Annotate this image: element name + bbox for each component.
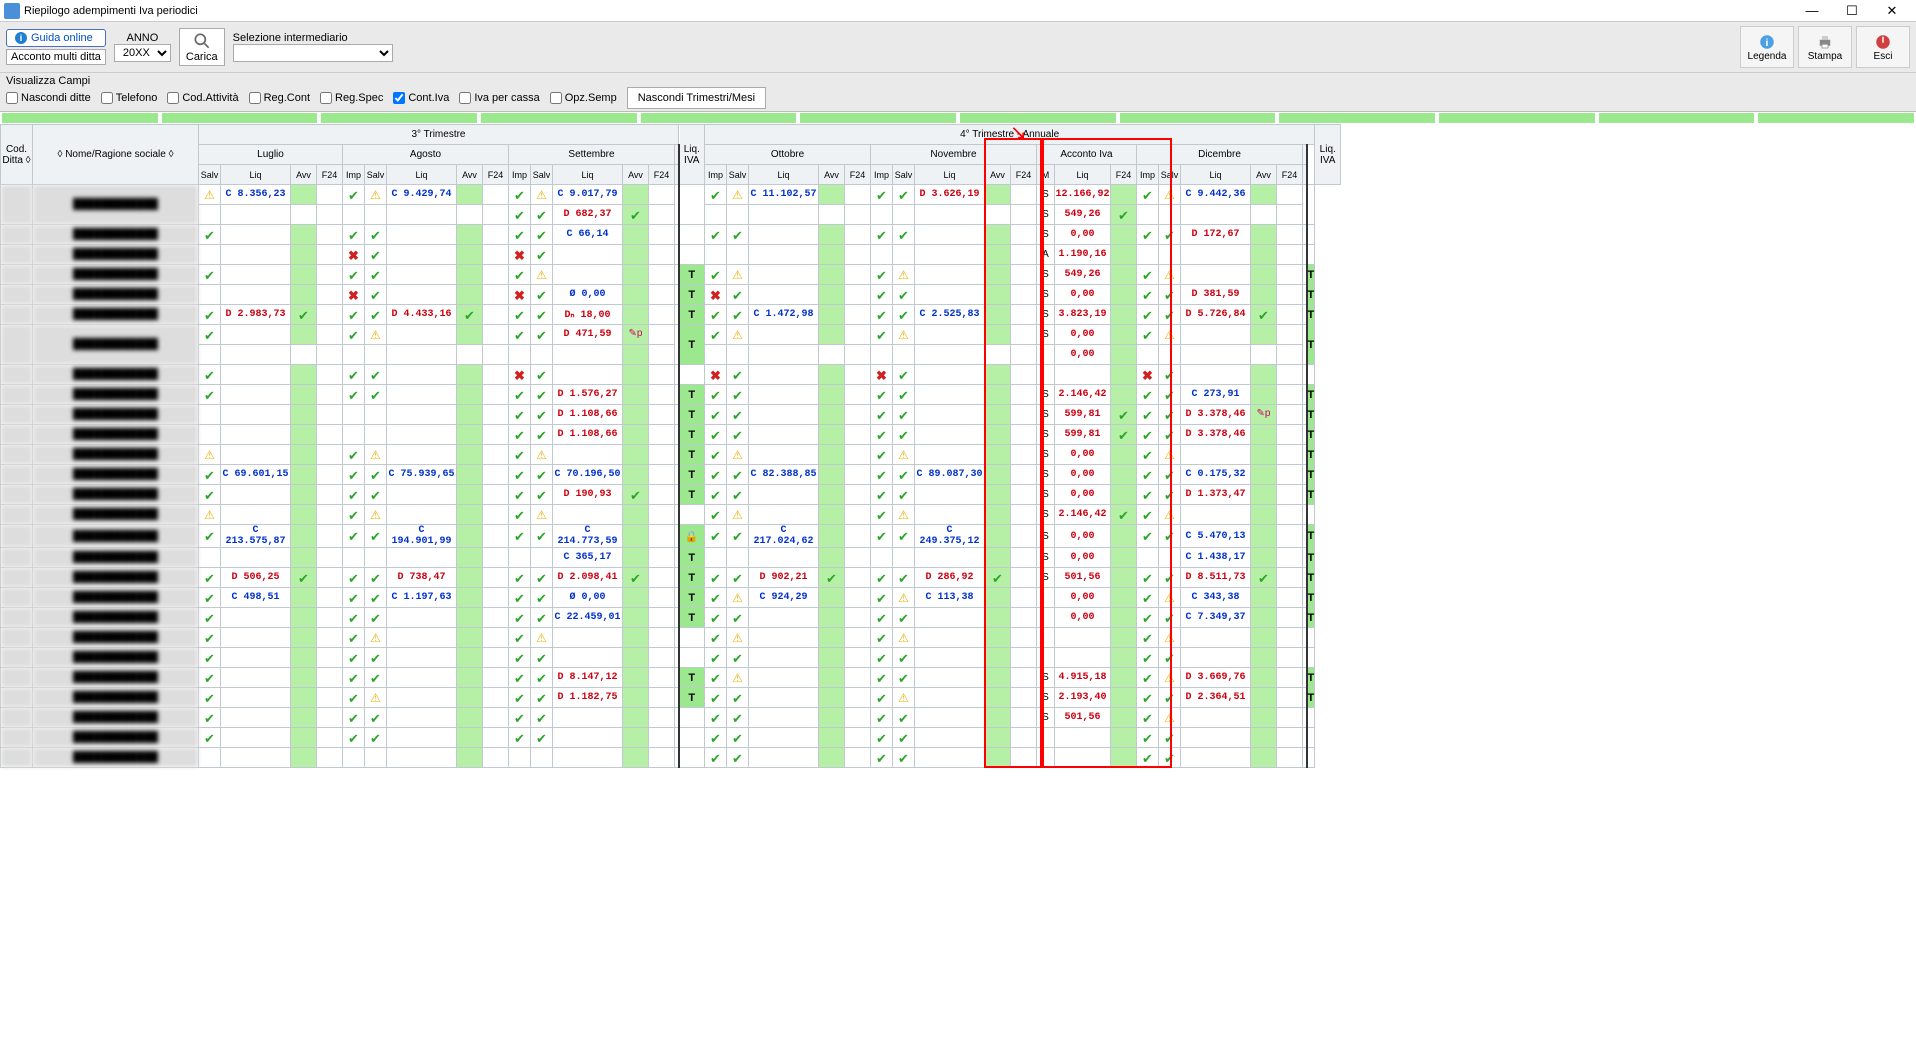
header-dicembre: Dicembre xyxy=(1137,145,1303,165)
guida-online-button[interactable]: iGuida online xyxy=(6,29,106,47)
table-row[interactable]: ✔✔D 682,37✔S549,26✔ xyxy=(1,205,1341,225)
anno-label: ANNO xyxy=(126,32,158,44)
col-liq-iva-4: Liq. IVA xyxy=(1315,125,1341,185)
table-row[interactable]: ████████████✔✔⚠✔✔D 1.182,75T✔✔✔⚠S2.193,4… xyxy=(1,688,1341,708)
table-row[interactable]: ████████████✔✔✔✔✔✔✔✔✔✔✔ xyxy=(1,648,1341,668)
table-row[interactable]: ████████████✔✔✔✔✔D 190,93✔T✔✔✔✔S0,00✔✔D … xyxy=(1,485,1341,505)
table-row[interactable]: ████████████✔D 2.983,73✔✔✔D 4.433,16✔✔✔D… xyxy=(1,305,1341,325)
svg-text:i: i xyxy=(1766,36,1769,48)
grid-wrapper[interactable]: Cod. Ditta ◊ ◊ Nome/Ragione sociale ◊ 3°… xyxy=(0,124,1916,1038)
table-row[interactable]: ████████████✔✔⚠✔✔D 471,59✎pT✔⚠✔⚠S0,00✔⚠T xyxy=(1,325,1341,345)
nascondi-ditte-checkbox[interactable]: Nascondi ditte xyxy=(6,92,91,104)
info-icon: i xyxy=(1758,33,1776,51)
header-settembre: Settembre xyxy=(509,145,675,165)
window-title: Riepilogo adempimenti Iva periodici xyxy=(24,5,1792,17)
iva-cassa-checkbox[interactable]: Iva per cassa xyxy=(459,92,539,104)
col-liq-iva-3: Liq. IVA xyxy=(679,125,705,185)
table-row[interactable]: ████████████⚠✔⚠✔⚠T✔⚠✔⚠S0,00✔⚠T xyxy=(1,445,1341,465)
stampa-button[interactable]: Stampa xyxy=(1798,26,1852,68)
table-row[interactable]: ████████████✔✔✔✔✔✔✔✔✔✔✔ xyxy=(1,728,1341,748)
table-row[interactable]: ████████████✔C 213.575,87✔✔C 194.901,99✔… xyxy=(1,525,1341,548)
table-row[interactable]: ████████████✔✔✔✖✔✖✔✖✔✖✔ xyxy=(1,365,1341,385)
table-row[interactable]: ████████████✔✔D 1.108,66T✔✔✔✔S599,81✔✔✔D… xyxy=(1,405,1341,425)
close-button[interactable]: ✕ xyxy=(1872,1,1912,21)
table-row[interactable]: ████████████✔✔✔✔⚠T✔⚠✔⚠S549,26✔⚠T xyxy=(1,265,1341,285)
app-icon xyxy=(4,3,20,19)
cont-iva-checkbox[interactable]: Cont.Iva xyxy=(393,92,449,104)
toolbar: iGuida online Acconto multi ditta ANNO 2… xyxy=(0,22,1916,73)
table-row[interactable]: ████████████✔C 69.601,15✔✔C 75.939,65✔✔C… xyxy=(1,465,1341,485)
header-tri3: 3° Trimestre xyxy=(199,125,679,145)
table-row[interactable]: ████████████✖✔✖✔Ø 0,00T✖✔✔✔S0,00✔✔D 381,… xyxy=(1,285,1341,305)
header-ottobre: Ottobre xyxy=(705,145,871,165)
legenda-button[interactable]: iLegenda xyxy=(1740,26,1794,68)
table-row[interactable]: ████████████⚠✔⚠✔⚠✔⚠✔⚠S2.146,42✔✔⚠ xyxy=(1,505,1341,525)
table-row[interactable]: ████████████⚠C 8.356,23✔⚠C 9.429,74✔⚠C 9… xyxy=(1,185,1341,205)
header-luglio: Luglio xyxy=(199,145,343,165)
table-row[interactable]: ████████████✔✔✔✔✔D 1.576,27T✔✔✔✔S2.146,4… xyxy=(1,385,1341,405)
table-row[interactable]: ████████████✔C 498,51✔✔C 1.197,63✔✔Ø 0,0… xyxy=(1,588,1341,608)
table-row[interactable]: ████████████✔✔✔✔✔D 8.147,12T✔⚠✔✔S4.915,1… xyxy=(1,668,1341,688)
minimize-button[interactable]: — xyxy=(1792,1,1832,21)
col-cod-ditta[interactable]: Cod. Ditta ◊ xyxy=(1,125,33,185)
selezione-intermediario-label: Selezione intermediario xyxy=(233,32,393,44)
table-row[interactable]: ████████████✔✔✔✔✔C 66,14✔✔✔✔S0,00✔✔D 172… xyxy=(1,225,1341,245)
visualizza-campi-label: Visualizza Campi xyxy=(6,75,766,87)
print-icon xyxy=(1816,33,1834,51)
carica-button[interactable]: Carica xyxy=(179,28,225,66)
reg-cont-checkbox[interactable]: Reg.Cont xyxy=(249,92,310,104)
title-bar: Riepilogo adempimenti Iva periodici — ☐ … xyxy=(0,0,1916,22)
table-row[interactable]: ████████████✔✔✔✔✔✔✔✔✔S501,56✔⚠ xyxy=(1,708,1341,728)
nascondi-trimestri-button[interactable]: Nascondi Trimestri/Mesi xyxy=(627,87,766,109)
intermediario-select[interactable] xyxy=(233,44,393,62)
table-row[interactable]: ████████████✖✔✖✔A1.190,16 xyxy=(1,245,1341,265)
exit-icon xyxy=(1874,33,1892,51)
main-table: Cod. Ditta ◊ ◊ Nome/Ragione sociale ◊ 3°… xyxy=(0,124,1341,768)
telefono-checkbox[interactable]: Telefono xyxy=(101,92,158,104)
status-strip xyxy=(0,112,1916,124)
anno-select[interactable]: 20XX xyxy=(114,44,171,62)
header-agosto: Agosto xyxy=(343,145,509,165)
table-row[interactable]: ████████████C 365,17TS0,00C 1.438,17T xyxy=(1,548,1341,568)
table-row[interactable]: 0,00 xyxy=(1,345,1341,365)
info-icon: i xyxy=(15,32,27,44)
esci-button[interactable]: Esci xyxy=(1856,26,1910,68)
table-row[interactable]: ████████████✔✔D 1.108,66T✔✔✔✔S599,81✔✔✔D… xyxy=(1,425,1341,445)
cod-attivita-checkbox[interactable]: Cod.Attività xyxy=(167,92,238,104)
header-acconto: Acconto Iva xyxy=(1037,145,1137,165)
opz-semp-checkbox[interactable]: Opz.Semp xyxy=(550,92,617,104)
reg-spec-checkbox[interactable]: Reg.Spec xyxy=(320,92,383,104)
search-icon xyxy=(192,31,212,51)
table-row[interactable]: ████████████✔✔✔✔✔C 22.459,01T✔✔✔✔0,00✔✔C… xyxy=(1,608,1341,628)
header-novembre: Novembre xyxy=(871,145,1037,165)
acconto-multi-ditta-button[interactable]: Acconto multi ditta xyxy=(6,49,106,65)
filter-row: Visualizza Campi Nascondi ditte Telefono… xyxy=(0,73,1916,112)
maximize-button[interactable]: ☐ xyxy=(1832,1,1872,21)
table-row[interactable]: ████████████✔✔✔✔✔✔ xyxy=(1,748,1341,768)
table-row[interactable]: ████████████✔✔⚠✔⚠✔⚠✔⚠✔⚠ xyxy=(1,628,1341,648)
annotation-arrow: ↘ xyxy=(1010,124,1027,145)
col-nome[interactable]: ◊ Nome/Ragione sociale ◊ xyxy=(33,125,199,185)
table-row[interactable]: ████████████✔D 506,25✔✔✔D 738,47✔✔D 2.09… xyxy=(1,568,1341,588)
